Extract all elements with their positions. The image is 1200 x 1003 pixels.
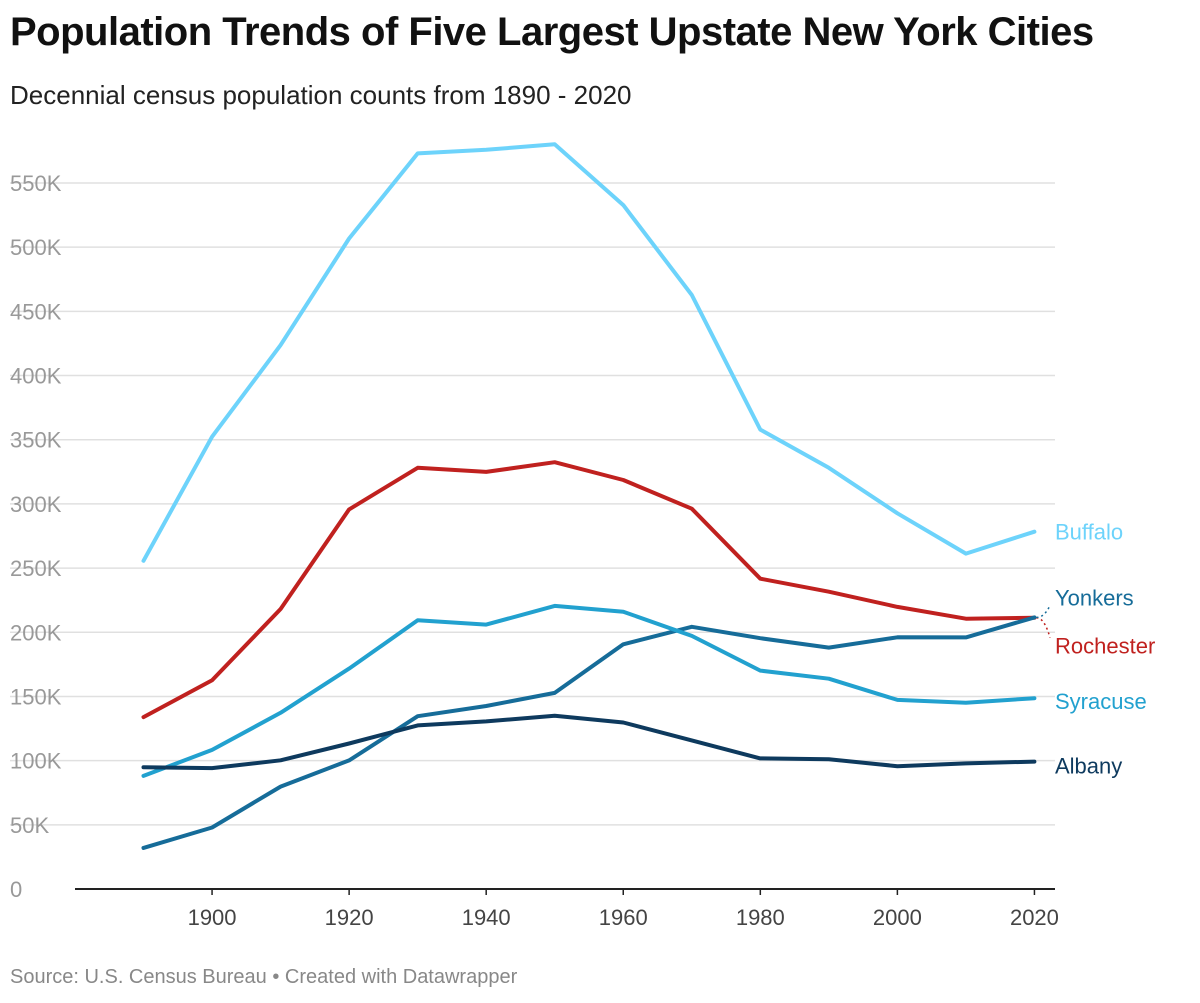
series-label-rochester: Rochester <box>1055 634 1155 659</box>
leader-line-rochester <box>1036 616 1051 638</box>
series-label-albany: Albany <box>1055 754 1122 779</box>
x-tick-label: 1940 <box>462 905 511 930</box>
chart-title: Population Trends of Five Largest Upstat… <box>10 10 1094 54</box>
y-tick-label: 250K <box>10 556 62 581</box>
series-line-yonkers <box>141 615 1037 850</box>
x-tick-label: 1920 <box>325 905 374 930</box>
leader-line-yonkers <box>1036 605 1051 619</box>
series-line-buffalo <box>141 142 1037 563</box>
y-tick-label: 350K <box>10 428 62 453</box>
y-tick-label: 150K <box>10 684 62 709</box>
x-tick-label: 1960 <box>599 905 648 930</box>
x-tick-label: 1900 <box>188 905 237 930</box>
series-line-syracuse <box>141 603 1037 778</box>
y-tick-label: 450K <box>10 299 62 324</box>
x-tick-label: 2000 <box>873 905 922 930</box>
y-tick-label: 100K <box>10 749 62 774</box>
series-label-yonkers: Yonkers <box>1055 585 1134 610</box>
x-tick-label: 1980 <box>736 905 785 930</box>
y-tick-label: 50K <box>10 813 49 838</box>
series-label-buffalo: Buffalo <box>1055 520 1123 545</box>
series-line-rochester <box>141 460 1037 720</box>
y-tick-label: 550K <box>10 171 62 196</box>
y-tick-label: 500K <box>10 235 62 260</box>
y-tick-label: 400K <box>10 364 62 389</box>
y-tick-label: 300K <box>10 492 62 517</box>
series-line-albany <box>141 713 1037 771</box>
series-labels: Buffalo Rochester Yonkers Syracuse Albany <box>1036 520 1155 779</box>
chart-subtitle: Decennial census population counts from … <box>10 80 632 110</box>
series-label-syracuse: Syracuse <box>1055 689 1147 714</box>
y-tick-label: 0 <box>10 877 22 902</box>
y-tick-label: 200K <box>10 620 62 645</box>
source-footer: Source: U.S. Census Bureau • Created wit… <box>10 966 518 988</box>
grid-lines <box>10 182 1055 826</box>
y-axis-ticks: 0 50K 100K 150K 200K 250K 300K 350K 400K 450K 500K… <box>10 171 62 902</box>
x-axis-ticks: 1900 1920 1940 1960 1980 2000 2020 <box>188 889 1059 930</box>
series-lines <box>141 142 1037 850</box>
x-tick-label: 2020 <box>1010 905 1059 930</box>
